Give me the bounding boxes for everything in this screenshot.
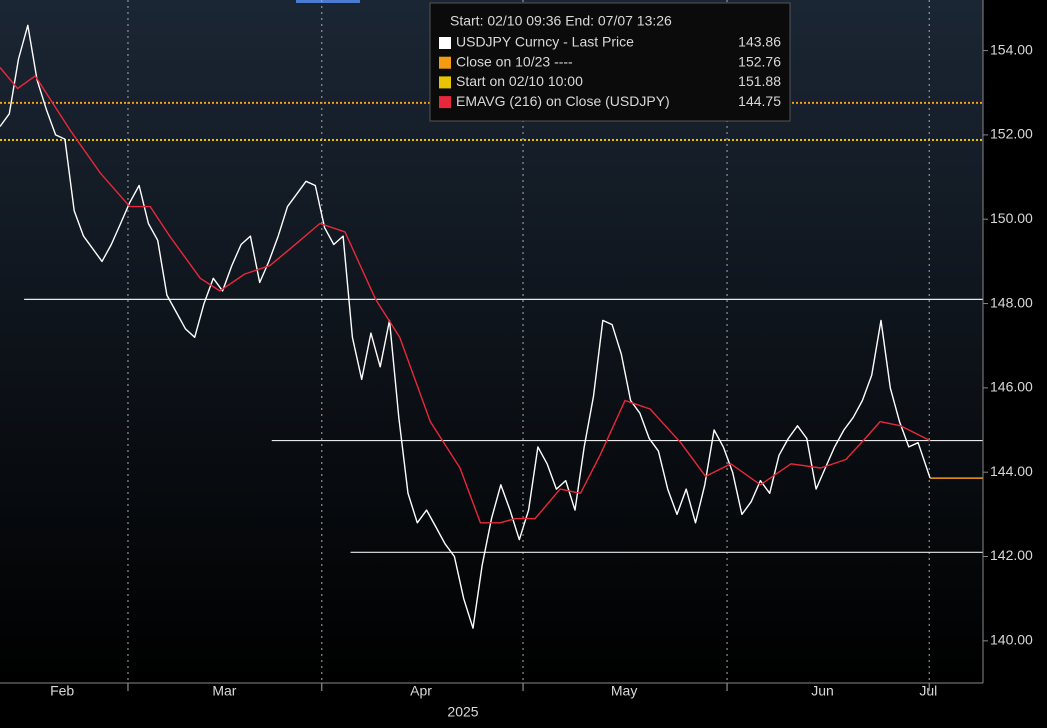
y-tick-label: 148.00	[990, 294, 1033, 310]
y-tick-label: 154.00	[990, 41, 1033, 57]
legend: Start: 02/10 09:36 End: 07/07 13:26 USDJ…	[429, 2, 791, 122]
top-marker	[296, 0, 360, 3]
y-tick-label: 140.00	[990, 632, 1033, 648]
x-tick-label: Jun	[811, 683, 834, 699]
x-tick-label: Mar	[212, 683, 236, 699]
x-tick-label: May	[611, 683, 637, 699]
x-tick-label: Feb	[50, 683, 74, 699]
legend-title: Start: 02/10 09:36 End: 07/07 13:26	[450, 13, 672, 29]
price-line	[0, 67, 931, 524]
x-axis-year: 2025	[447, 704, 478, 720]
y-tick-label: 150.00	[990, 210, 1033, 226]
legend-label: Start on 02/10 10:00	[456, 73, 583, 89]
legend-label: Close on 10/23 ----	[456, 53, 573, 69]
legend-label: USDJPY Curncy - Last Price	[456, 34, 634, 50]
legend-swatch	[439, 96, 451, 109]
legend-value: 152.76	[738, 53, 781, 69]
legend-value: 143.86	[738, 34, 781, 50]
legend-box	[429, 2, 791, 122]
legend-label: EMAVG (216) on Close (USDJPY)	[456, 93, 670, 109]
legend-swatch	[439, 37, 451, 49]
legend-swatch	[439, 56, 451, 69]
y-tick-label: 144.00	[990, 463, 1033, 479]
x-tick-label: Apr	[410, 683, 432, 699]
y-tick-label: 152.00	[990, 126, 1033, 142]
y-tick-label: 142.00	[990, 547, 1033, 563]
price-line	[0, 24, 931, 629]
legend-value: 151.88	[738, 73, 781, 89]
legend-value: 144.75	[738, 93, 781, 109]
x-tick-label: Jul	[919, 683, 937, 699]
y-tick-label: 146.00	[990, 379, 1033, 395]
legend-swatch	[439, 76, 451, 89]
